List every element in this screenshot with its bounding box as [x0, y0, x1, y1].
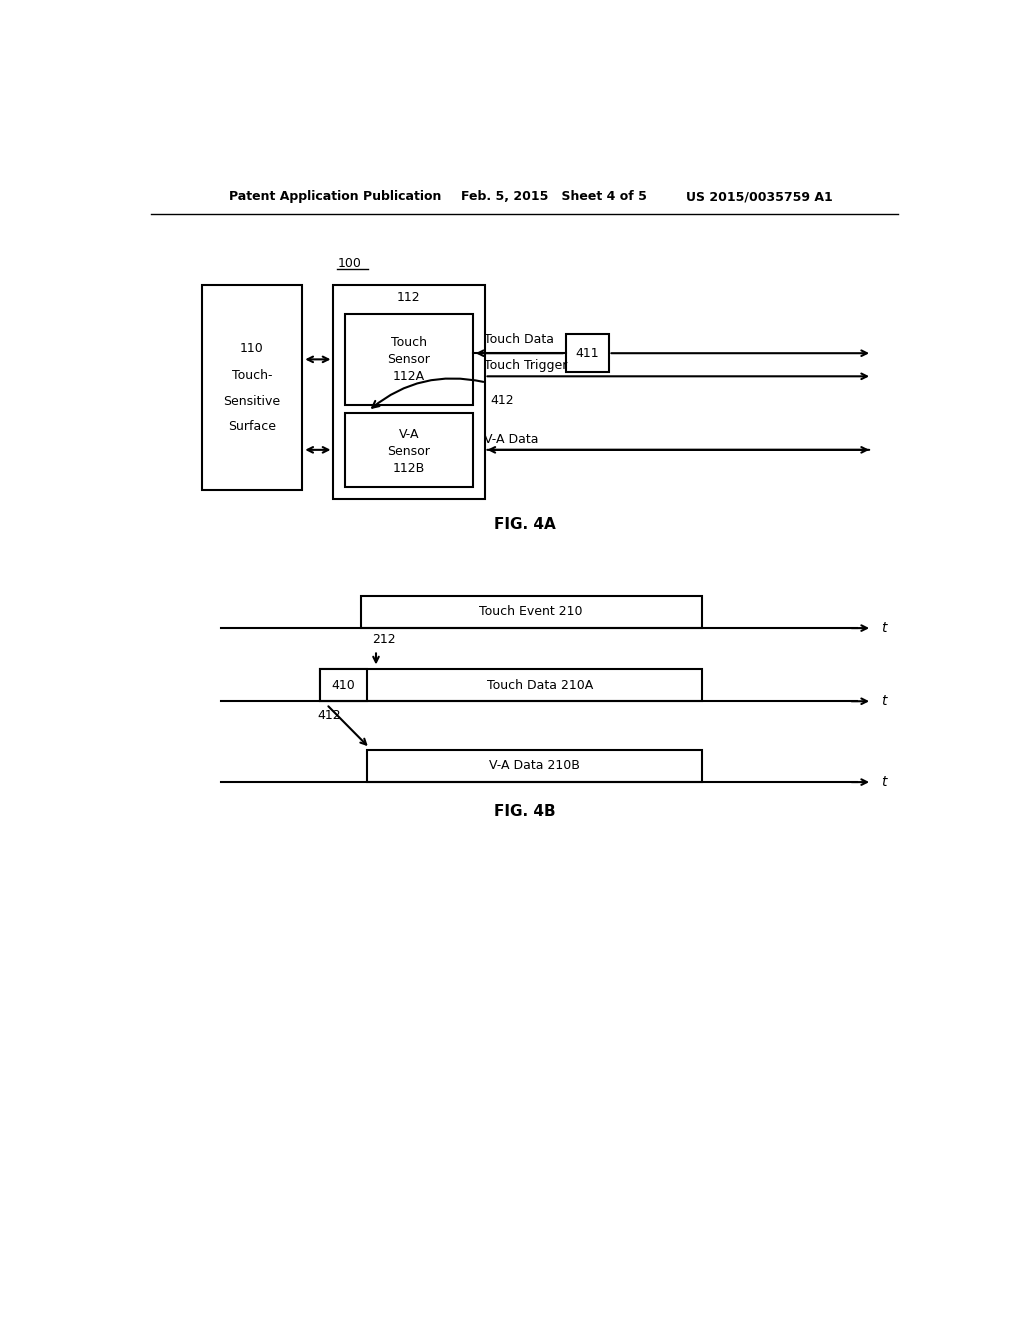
Bar — [566, 334, 608, 372]
Text: Patent Application Publication: Patent Application Publication — [228, 190, 441, 203]
Bar — [367, 750, 701, 781]
Bar — [321, 669, 367, 701]
FancyArrowPatch shape — [372, 379, 483, 408]
Text: V-A Data 210B: V-A Data 210B — [488, 759, 580, 772]
Text: Touch-: Touch- — [231, 370, 272, 383]
Text: t: t — [882, 694, 887, 709]
Text: 410: 410 — [332, 678, 355, 692]
Text: Touch: Touch — [391, 335, 427, 348]
Bar — [360, 595, 701, 628]
Bar — [321, 669, 701, 701]
Text: t: t — [882, 622, 887, 635]
Text: 112A: 112A — [393, 370, 425, 383]
Text: 412: 412 — [317, 709, 341, 722]
Bar — [345, 412, 473, 487]
Text: 112: 112 — [397, 290, 421, 304]
Text: US 2015/0035759 A1: US 2015/0035759 A1 — [686, 190, 833, 203]
Text: V-A: V-A — [398, 428, 419, 441]
Text: FIG. 4A: FIG. 4A — [494, 516, 556, 532]
Text: Sensor: Sensor — [387, 445, 430, 458]
Text: t: t — [882, 775, 887, 789]
Text: Touch Data: Touch Data — [484, 333, 555, 346]
Text: Feb. 5, 2015   Sheet 4 of 5: Feb. 5, 2015 Sheet 4 of 5 — [461, 190, 647, 203]
Text: Touch Trigger: Touch Trigger — [484, 359, 568, 372]
Bar — [345, 314, 473, 405]
Text: 411: 411 — [575, 347, 599, 360]
Text: Sensitive: Sensitive — [223, 395, 281, 408]
Text: 212: 212 — [372, 634, 395, 647]
Text: FIG. 4B: FIG. 4B — [494, 804, 556, 818]
Text: 112B: 112B — [393, 462, 425, 475]
Text: 412: 412 — [490, 395, 514, 408]
Bar — [202, 285, 302, 490]
Text: V-A Data: V-A Data — [484, 433, 539, 446]
Text: Sensor: Sensor — [387, 352, 430, 366]
Text: 100: 100 — [337, 257, 361, 271]
Text: Surface: Surface — [228, 420, 276, 433]
Text: Touch Data 210A: Touch Data 210A — [487, 678, 594, 692]
Text: Touch Event 210: Touch Event 210 — [479, 606, 583, 619]
Bar — [334, 285, 484, 499]
Text: 110: 110 — [240, 342, 264, 355]
